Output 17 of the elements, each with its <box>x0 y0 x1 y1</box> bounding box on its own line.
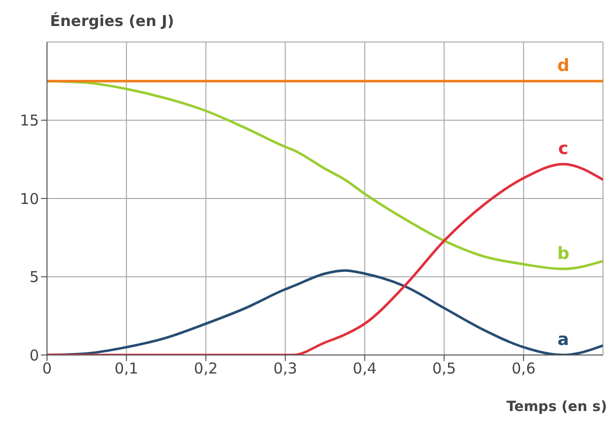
x-tick-label: 0,4 <box>352 360 377 378</box>
x-tick-label: 0,3 <box>273 360 298 378</box>
x-tick-label: 0,2 <box>194 360 218 378</box>
y-axis-title: Énergies (en J) <box>50 12 174 30</box>
y-tick-label: 10 <box>20 190 39 208</box>
x-tick-label: 0,6 <box>512 360 536 378</box>
x-tick-label: 0 <box>42 360 52 378</box>
y-tick-label: 15 <box>20 112 39 130</box>
y-tick-label: 0 <box>29 346 39 364</box>
x-tick-label: 0,5 <box>432 360 456 378</box>
series-label: c <box>558 139 568 160</box>
series-label: a <box>558 330 570 350</box>
y-tick-label: 5 <box>29 268 39 286</box>
series-label: b <box>557 244 570 264</box>
series-label: d <box>557 56 570 76</box>
x-axis-title: Temps (en s) <box>506 399 607 415</box>
x-tick-label: 0,1 <box>114 360 138 378</box>
